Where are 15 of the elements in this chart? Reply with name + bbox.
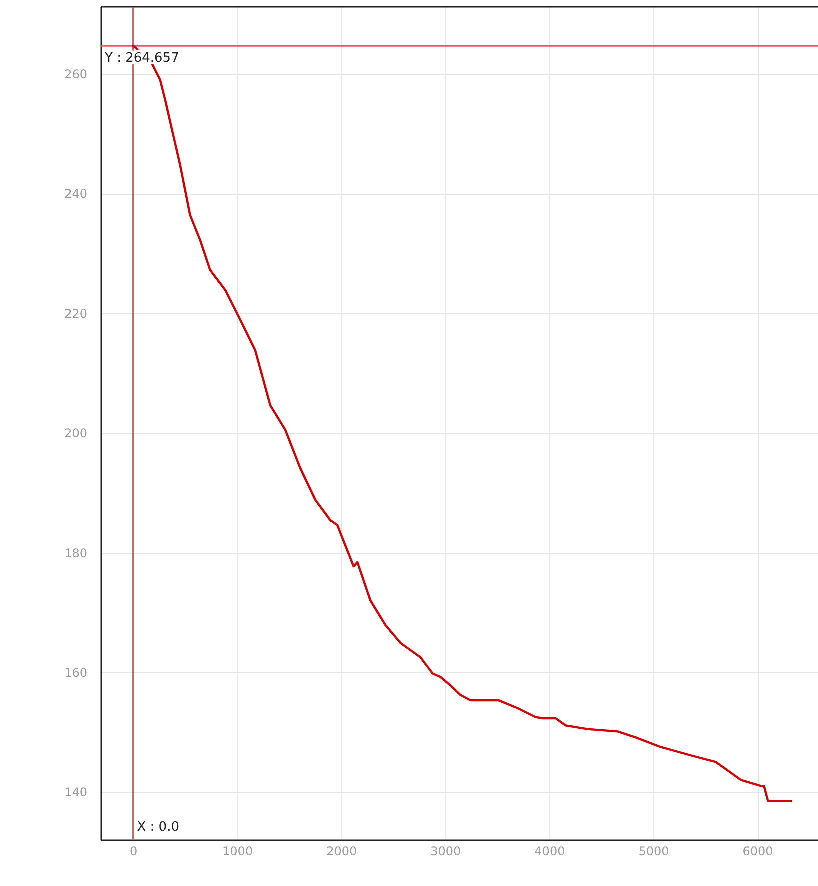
y-tick-label: 220 [64,306,88,321]
y-tick-label: 240 [64,187,88,202]
y-tick-label: 160 [64,666,88,680]
y-tick-label: 140 [64,786,88,800]
y-tick-label: 180 [64,546,88,560]
y-tick-label: 200 [64,426,88,441]
x-tick-label: 6000 [742,844,774,858]
x-tick-label: 2000 [326,844,358,858]
x-tick-label: 4000 [534,844,566,858]
ref-line-label: X : 0.0 [137,820,180,835]
x-tick-label: 1000 [222,844,254,858]
y-tick-label: 260 [64,68,88,82]
x-tick-label: 3000 [430,844,462,858]
x-tick-label: 5000 [638,844,670,858]
x-tick-label: 0 [130,844,138,858]
